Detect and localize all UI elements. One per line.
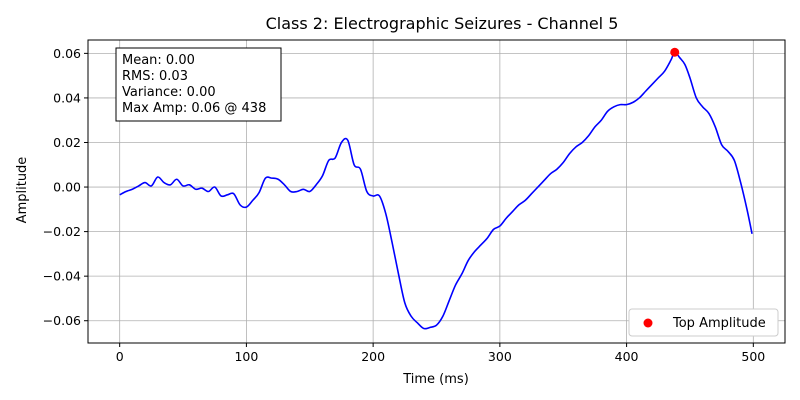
top-amplitude-point xyxy=(670,47,680,57)
y-tick-label: 0.02 xyxy=(53,135,81,150)
chart-title: Class 2: Electrographic Seizures - Chann… xyxy=(266,14,619,33)
legend-frame xyxy=(628,308,779,337)
stats-box-frame xyxy=(115,47,282,122)
x-tick-label: 300 xyxy=(488,349,512,364)
y-axis-title: Amplitude xyxy=(15,157,30,224)
x-tick-label: 200 xyxy=(361,349,385,364)
stats-mean: Mean: 0.00 xyxy=(122,53,195,68)
y-tick-label: 0.04 xyxy=(53,90,81,105)
legend-marker xyxy=(643,318,653,328)
x-axis-title: Time (ms) xyxy=(402,372,469,387)
y-tick-label: −0.06 xyxy=(43,313,81,328)
y-tick-label: −0.04 xyxy=(43,269,81,284)
stats-variance: Variance: 0.00 xyxy=(122,85,216,100)
signal-line xyxy=(119,51,753,330)
y-tick-label: 0.06 xyxy=(53,46,81,61)
stats-rms: RMS: 0.03 xyxy=(122,69,188,84)
highlight-layer xyxy=(670,47,680,57)
axes: 0 100 200 300 400 500 −0.06 −0.04 −0.02 0.00 0.02 0… xyxy=(43,46,766,364)
legend-label: Top Amplitude xyxy=(672,316,766,331)
x-tick-label: 0 xyxy=(116,349,124,364)
y-tick-label: 0.00 xyxy=(53,180,81,195)
stats-box: Mean: 0.00 RMS: 0.03 Variance: 0.00 Max … xyxy=(115,47,282,122)
x-tick-label: 500 xyxy=(741,349,765,364)
x-tick-label: 400 xyxy=(615,349,639,364)
y-tick-label: −0.02 xyxy=(43,224,81,239)
series-layer xyxy=(119,51,753,330)
x-tick-label: 100 xyxy=(234,349,258,364)
legend: Top Amplitude xyxy=(628,308,779,337)
plot-frame xyxy=(87,39,786,344)
stats-max-amp: Max Amp: 0.06 @ 438 xyxy=(122,101,266,116)
